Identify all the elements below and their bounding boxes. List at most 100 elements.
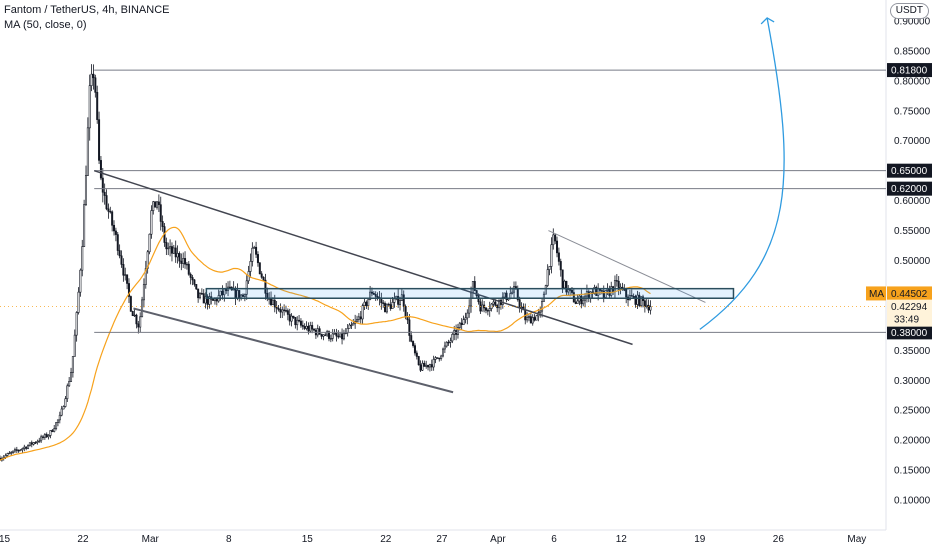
candle-body (309, 325, 312, 332)
candle-body (156, 201, 159, 208)
candle-body (369, 291, 372, 300)
candle-body (212, 298, 215, 301)
candle-body (376, 296, 379, 298)
y-tick-label: 0.55000 (894, 226, 931, 237)
candle-body (434, 357, 437, 360)
candle-body (647, 304, 650, 311)
candle-body (161, 221, 164, 227)
candle-body (419, 364, 422, 371)
candle-body (170, 246, 173, 254)
candle-body (116, 234, 119, 251)
candle-body (215, 298, 218, 302)
candle-body (486, 310, 489, 312)
candle-body (488, 308, 491, 311)
candle-body (389, 304, 392, 309)
candle-body (501, 296, 504, 305)
y-tick-label: 0.75000 (894, 106, 931, 117)
candle-body (60, 408, 63, 416)
candle-body (427, 364, 430, 368)
candle-body (593, 287, 596, 295)
wedge-lower-trendline (133, 307, 454, 394)
level-price-label: 0.65000 (891, 166, 928, 177)
candle-body (105, 195, 108, 210)
candle-body (206, 296, 209, 305)
candle-body (127, 283, 130, 297)
candle-body (284, 310, 287, 312)
candle-body (576, 300, 579, 304)
candle-body (277, 307, 280, 310)
chart-header-indicator: MA (50, close, 0) (4, 19, 87, 31)
candle-body (443, 345, 446, 350)
y-tick-label: 0.10000 (894, 496, 931, 507)
candle-body (492, 301, 495, 305)
candle-body (281, 309, 284, 313)
candle-body (356, 319, 359, 322)
candle-body (92, 73, 95, 79)
candle-body (393, 298, 396, 303)
candle-body (135, 314, 138, 325)
candle-body (337, 335, 340, 338)
candle-body (25, 446, 28, 449)
candle-body (324, 334, 327, 336)
candle-body (109, 211, 112, 213)
candle-body (73, 334, 76, 357)
candle-body (56, 419, 59, 423)
y-tick-label: 0.85000 (894, 46, 931, 57)
candle-body (251, 247, 254, 262)
candle-body (632, 296, 635, 298)
candle-body (157, 201, 160, 205)
level-price-label: 0.38000 (891, 328, 928, 339)
candle-body (241, 294, 244, 297)
candle-body (423, 362, 426, 367)
candle-body (342, 332, 345, 340)
candle-body (511, 291, 514, 294)
candle-body (565, 280, 568, 293)
candle-body (640, 296, 643, 306)
wedge-upper-trendline (93, 169, 633, 346)
x-tick-label: 22 (380, 534, 392, 545)
candle-body (305, 325, 308, 329)
candle-body (12, 450, 15, 453)
candle-body (288, 314, 291, 322)
candle-body (49, 430, 52, 436)
chart-header-symbol: Fantom / TetherUS, 4h, BINANCE (4, 4, 170, 16)
x-tick-label: 15 (0, 534, 10, 545)
candle-body (350, 324, 353, 327)
candle-body (432, 359, 435, 368)
candle-body (533, 317, 536, 321)
candle-body (38, 440, 41, 442)
candle-body (51, 430, 54, 432)
candle-body (4, 455, 7, 458)
candle-body (561, 269, 564, 289)
candle-body (275, 306, 278, 309)
candle-body (264, 279, 267, 294)
candle-body (541, 301, 544, 312)
candle-body (298, 319, 301, 322)
candle-body (404, 306, 407, 317)
candle-body (290, 315, 293, 322)
candle-body (96, 92, 99, 120)
candle-body (623, 289, 626, 291)
candle-body (440, 355, 443, 359)
candle-body (273, 299, 276, 308)
candle-body (311, 325, 314, 330)
last-price-label: 0.42294 (891, 302, 928, 313)
candle-body (86, 127, 89, 176)
candle-body (152, 201, 155, 211)
candle-body (630, 295, 633, 297)
x-tick-label: 8 (226, 534, 232, 545)
candle-body (228, 286, 231, 289)
candle-body (539, 310, 542, 313)
candle-body (270, 298, 273, 306)
candle-body (66, 385, 69, 400)
candle-body (142, 284, 145, 301)
candle-body (372, 293, 375, 295)
candle-body (363, 301, 366, 306)
candle-body (428, 364, 431, 368)
candle-body (458, 322, 461, 328)
candle-body (473, 281, 476, 291)
candle-body (645, 304, 648, 307)
candle-body (45, 434, 48, 438)
currency-button[interactable]: USDT (889, 3, 929, 19)
